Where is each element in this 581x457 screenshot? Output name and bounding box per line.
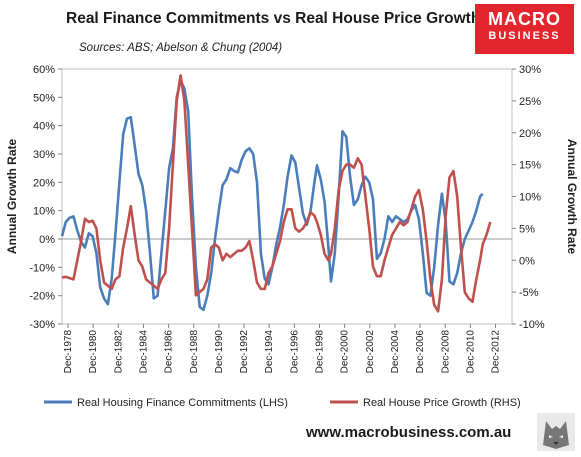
x-tick-label: Dec-2002: [365, 330, 376, 374]
chart-title: Real Finance Commitments vs Real House P…: [66, 10, 481, 27]
y-left-tick-label: 10%: [33, 206, 55, 218]
x-tick-label: Dec-1988: [189, 330, 200, 374]
x-tick-label: Dec-1982: [113, 330, 124, 374]
logo-line-2: BUSINESS: [488, 30, 561, 42]
y-left-tick-label: -30%: [29, 319, 55, 331]
x-tick-label: Dec-1984: [138, 330, 149, 374]
y-left-tick-label: -10%: [29, 262, 55, 274]
wolf-logo-icon: [537, 413, 575, 451]
footer-url[interactable]: www.macrobusiness.com.au: [306, 424, 512, 441]
y-right-tick-label: -10%: [519, 319, 545, 331]
y-right-tick-label: 25%: [519, 96, 541, 108]
y-left-tick-label: 30%: [33, 149, 55, 161]
macrobusiness-logo: MACRO BUSINESS: [475, 4, 574, 54]
y-left-tick-label: 0%: [39, 234, 55, 246]
y-right-axis-label: Annual Growth Rate: [565, 139, 579, 255]
chart-series-lines: [60, 74, 492, 313]
x-tick-label: Dec-2010: [465, 330, 476, 374]
y-right-tick-label: -5%: [519, 287, 539, 299]
legend-label: Real Housing Finance Commitments (LHS): [77, 397, 288, 409]
x-tick-label: Dec-1980: [88, 330, 99, 374]
chart-svg: -30% -20% -10% 0% 10% 20% 30% 40% 50% 60% -10% -5% 0…: [5, 64, 579, 409]
x-tick-label: Dec-2004: [390, 330, 401, 374]
chart-subtitle: Sources: ABS; Abelson & Chung (2004): [79, 42, 283, 54]
chart-axes: -30% -20% -10% 0% 10% 20% 30% 40% 50% 60% -10% -5% 0…: [5, 64, 579, 373]
y-left-axis-label: Annual Growth Rate: [5, 139, 19, 255]
series-line-house-price-growth: [61, 74, 492, 313]
y-left-tick-label: 50%: [33, 92, 55, 104]
x-tick-label: Dec-2008: [440, 330, 451, 374]
x-tick-label: Dec-1986: [164, 330, 175, 374]
y-left-tick-label: 60%: [33, 64, 55, 76]
legend-label: Real House Price Growth (RHS): [363, 397, 521, 409]
x-tick-label: Dec-1990: [214, 330, 225, 374]
x-tick-label: Dec-1996: [289, 330, 300, 374]
y-left-tick-label: 20%: [33, 177, 55, 189]
x-tick-label: Dec-1978: [63, 330, 74, 374]
x-tick-label: Dec-1998: [315, 330, 326, 374]
x-tick-label: Dec-2012: [491, 330, 502, 374]
x-tick-label: Dec-1992: [239, 330, 250, 374]
x-tick-label: Dec-2000: [340, 330, 351, 374]
y-right-tick-label: 5%: [519, 223, 535, 235]
chart-legend: Real Housing Finance Commitments (LHS) Re…: [44, 397, 521, 409]
y-right-tick-label: 0%: [519, 255, 535, 267]
y-right-tick-label: 20%: [519, 128, 541, 140]
x-tick-label: Dec-2006: [415, 330, 426, 374]
y-left-tick-label: 40%: [33, 121, 55, 133]
plot-area: [61, 68, 513, 325]
x-tick-label: Dec-1994: [264, 330, 275, 374]
logo-line-1: MACRO: [488, 9, 561, 29]
y-left-tick-label: -20%: [29, 291, 55, 303]
y-right-tick-label: 30%: [519, 64, 541, 76]
y-right-tick-label: 15%: [519, 160, 541, 172]
y-right-tick-label: 10%: [519, 192, 541, 204]
